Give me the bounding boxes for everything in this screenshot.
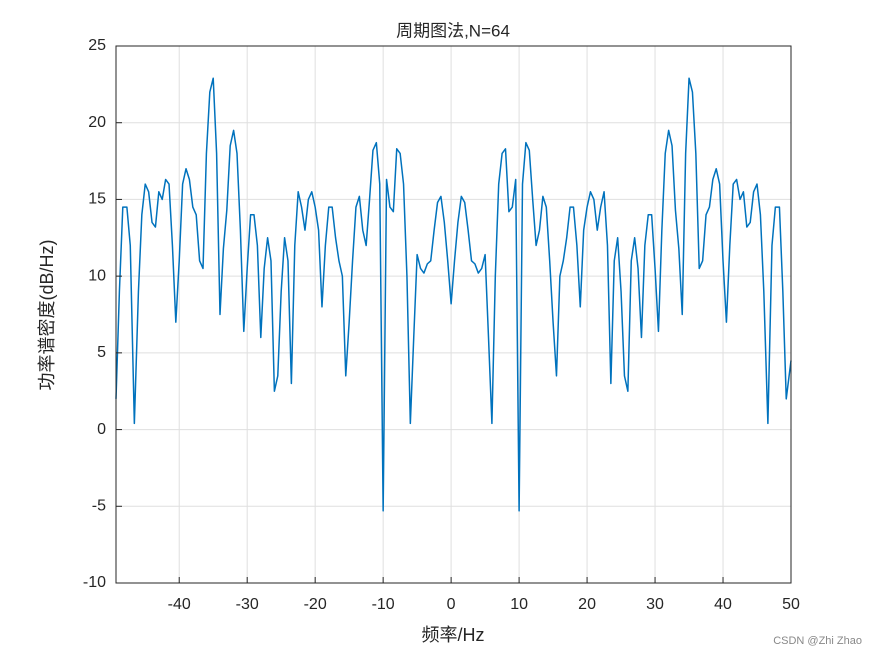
data-line: [115, 77, 792, 512]
y-tick-label: 0: [97, 421, 106, 438]
plot-area: [115, 77, 792, 512]
y-tick-label: 25: [88, 37, 106, 54]
x-tick-label: -40: [168, 596, 191, 613]
x-tick-label: 30: [646, 596, 664, 613]
y-tick-label: 5: [97, 344, 106, 361]
watermark: CSDN @Zhi Zhao: [773, 635, 862, 647]
axes-box: [115, 45, 792, 584]
y-axis-label: 功率谱密度(dB/Hz): [37, 239, 57, 390]
x-tick-label: -30: [236, 596, 259, 613]
x-tick-label: 20: [578, 596, 596, 613]
y-tick-label: -10: [83, 574, 106, 591]
x-tick-label: 0: [447, 596, 456, 613]
y-tick-label: -5: [92, 498, 106, 515]
x-tick-label: -10: [372, 596, 395, 613]
y-tick-label: 15: [88, 191, 106, 208]
x-tick-label: 40: [714, 596, 732, 613]
y-tick-label: 10: [88, 267, 106, 284]
chart-title: 周期图法,N=64: [396, 21, 510, 40]
y-tick-label: 20: [88, 114, 106, 131]
x-tick-label: 10: [510, 596, 528, 613]
x-tick-label: -20: [304, 596, 327, 613]
x-axis-label: 频率/Hz: [422, 625, 485, 645]
x-tick-label: 50: [782, 596, 800, 613]
